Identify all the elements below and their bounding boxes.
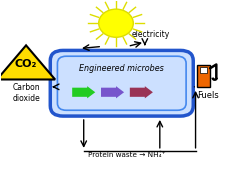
Bar (199, 67, 206, 73)
FancyArrow shape (72, 86, 95, 98)
Polygon shape (0, 45, 55, 80)
Text: Protein waste → NH₄⁺: Protein waste → NH₄⁺ (87, 152, 164, 158)
FancyArrow shape (129, 86, 152, 98)
Text: Fuels: Fuels (197, 91, 218, 100)
Bar (196, 65, 209, 87)
FancyArrow shape (100, 86, 124, 98)
Text: CO₂: CO₂ (15, 60, 37, 70)
Text: Carbon
dioxide: Carbon dioxide (12, 83, 40, 103)
FancyBboxPatch shape (50, 50, 192, 116)
Text: electricity: electricity (131, 30, 169, 39)
Circle shape (98, 9, 133, 37)
Text: Engineered microbes: Engineered microbes (79, 64, 164, 74)
